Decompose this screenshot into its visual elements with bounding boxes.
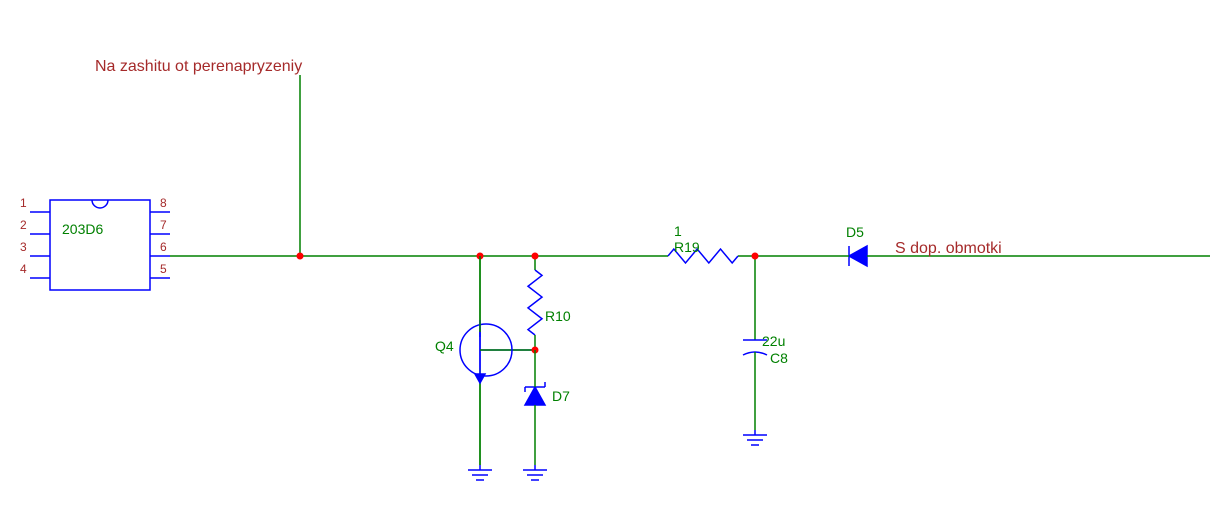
- c8-value: 22u: [762, 333, 785, 349]
- c8-ref: C8: [770, 350, 788, 366]
- pin-1: 1: [20, 196, 27, 210]
- pin-4: 4: [20, 262, 27, 276]
- d5-ref: D5: [846, 224, 864, 240]
- pin-3: 3: [20, 240, 27, 254]
- r10-ref: R10: [545, 308, 571, 324]
- pin-6: 6: [160, 240, 167, 254]
- ic-ref: 203D6: [62, 221, 103, 237]
- annotation-right: S dop. obmotki: [895, 240, 1002, 258]
- pin-7: 7: [160, 218, 167, 232]
- d7-ref: D7: [552, 388, 570, 404]
- r19-ref: R19: [674, 239, 700, 255]
- pin-2: 2: [20, 218, 27, 232]
- pin-5: 5: [160, 262, 167, 276]
- q4-ref: Q4: [435, 338, 454, 354]
- r19-value: 1: [674, 223, 682, 239]
- schematic-canvas: [0, 0, 1222, 517]
- annotation-top: Na zashitu ot perenapryzeniy: [95, 58, 302, 76]
- pin-8: 8: [160, 196, 167, 210]
